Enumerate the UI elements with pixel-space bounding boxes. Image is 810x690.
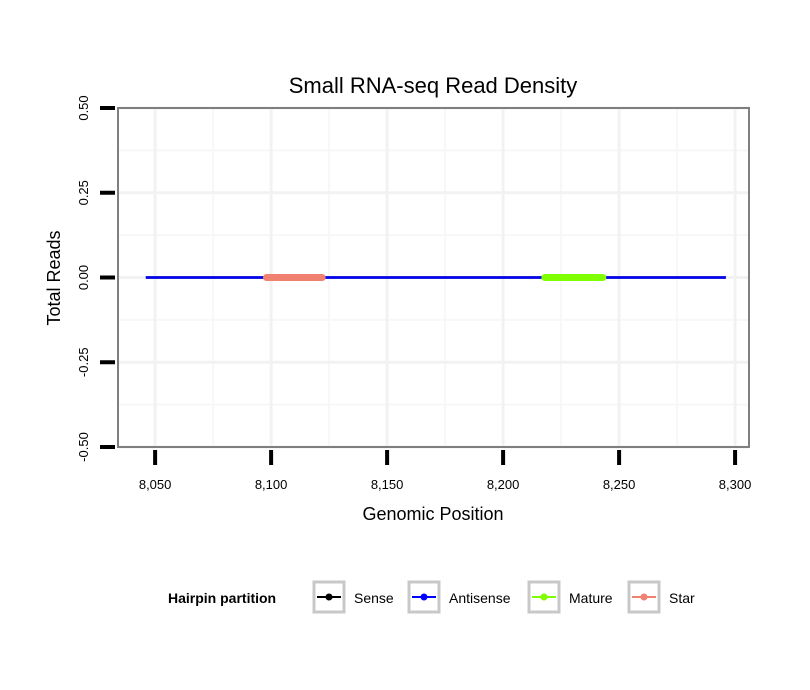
- x-tick-label: 8,200: [487, 477, 520, 492]
- legend-title: Hairpin partition: [168, 590, 276, 606]
- y-axis-title: Total Reads: [44, 230, 64, 325]
- legend-label: Sense: [354, 590, 394, 606]
- legend-label: Star: [669, 590, 695, 606]
- axes: 8,050 8,100 8,150 8,200 8,250 8,300 -0.50 -0.25…: [76, 95, 751, 492]
- legend-key-point: [325, 593, 333, 601]
- legend-entry-sense: Sense: [312, 580, 394, 614]
- legend-key-point: [420, 593, 428, 601]
- legend-entry-antisense: Antisense: [407, 580, 511, 614]
- legend-entry-mature: Mature: [527, 580, 613, 614]
- legend-key-point: [640, 593, 648, 601]
- x-tick-label: 8,050: [139, 477, 172, 492]
- x-tick-label: 8,300: [719, 477, 752, 492]
- legend-label: Antisense: [449, 590, 511, 606]
- legend-key-point: [540, 593, 548, 601]
- legend: Hairpin partition Sense Antisense Mature Sta…: [168, 580, 695, 614]
- x-tick-label: 8,100: [255, 477, 288, 492]
- y-tick-label: 0.00: [76, 265, 91, 290]
- x-tick-label: 8,150: [371, 477, 404, 492]
- x-axis-title: Genomic Position: [362, 504, 503, 524]
- chart-title: Small RNA-seq Read Density: [289, 73, 578, 98]
- y-tick-label: 0.50: [76, 95, 91, 120]
- legend-label: Mature: [569, 590, 613, 606]
- x-tick-label: 8,250: [603, 477, 636, 492]
- y-tick-label: -0.50: [76, 432, 91, 462]
- y-tick-label: 0.25: [76, 180, 91, 205]
- panel-border: [117, 107, 750, 448]
- legend-entry-star: Star: [627, 580, 695, 614]
- y-tick-label: -0.25: [76, 347, 91, 377]
